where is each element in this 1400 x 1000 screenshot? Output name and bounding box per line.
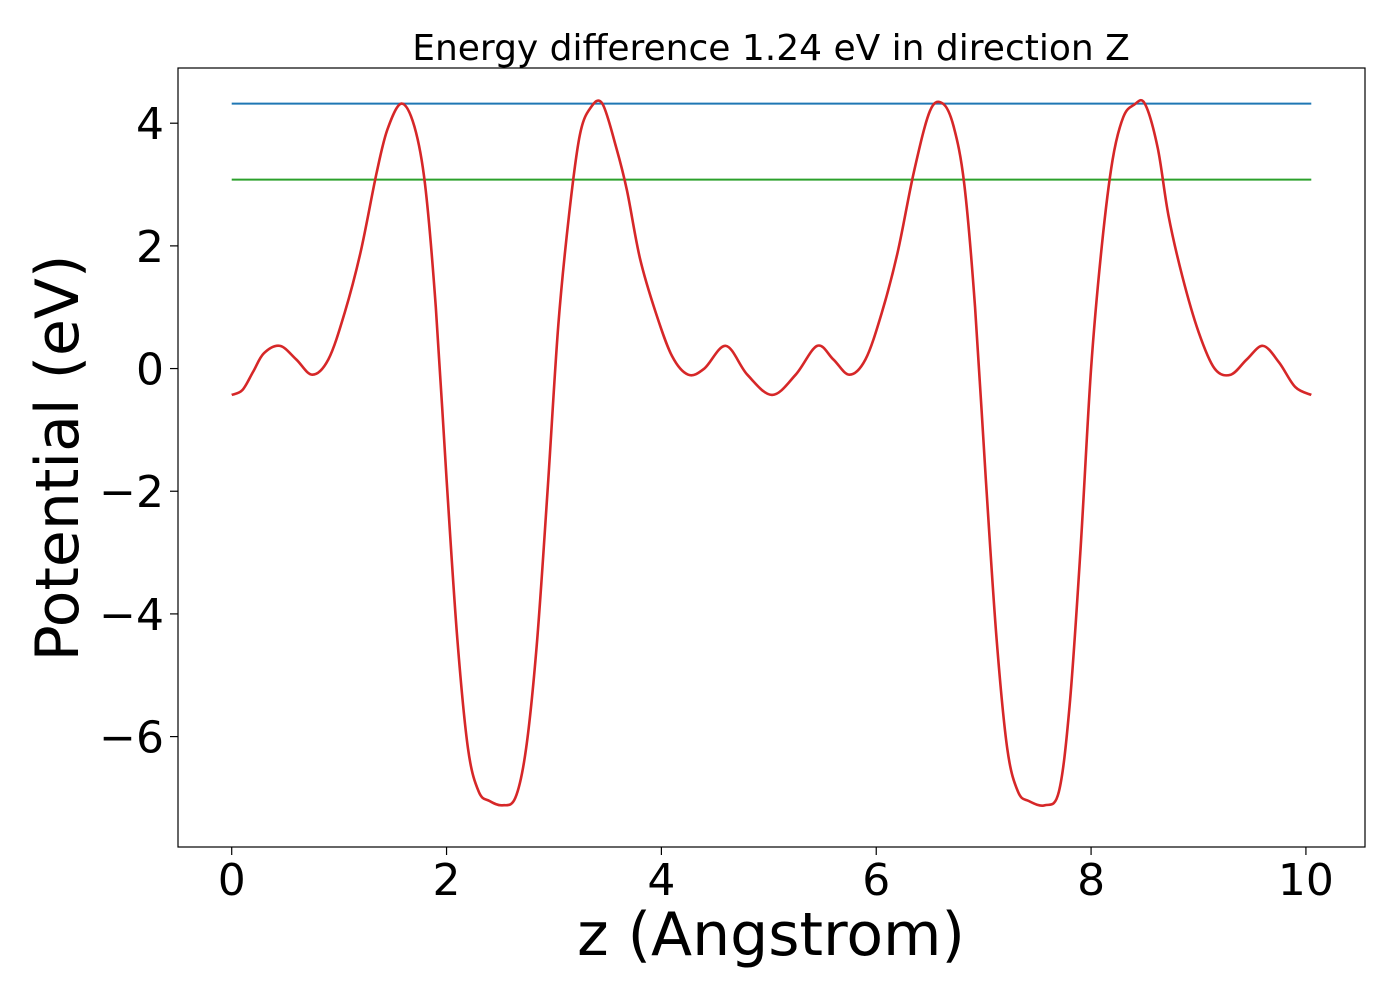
x-tick-label: 8 [1077, 855, 1105, 906]
chart-title: Energy difference 1.24 eV in direction Z [412, 28, 1130, 69]
plot-area [231, 98, 1312, 807]
x-tick-label: 0 [218, 855, 246, 906]
x-tick-label: 2 [433, 855, 461, 906]
potential-curve [231, 98, 1312, 807]
x-tick-label: 4 [647, 855, 675, 906]
axis-ticks: 0 2 4 6 8 10 4 2 0 −2 −4 −6 [99, 99, 1334, 906]
plot-frame [177, 67, 1366, 848]
y-tick-label: 4 [136, 99, 164, 150]
y-axis-label: Potential (eV) [23, 255, 93, 662]
y-tick-label: −4 [99, 590, 164, 641]
y-tick-label: −6 [99, 713, 164, 764]
x-tick-label: 6 [862, 855, 890, 906]
y-tick-label: −2 [99, 467, 164, 518]
y-tick-label: 0 [136, 345, 164, 396]
x-tick-label: 10 [1278, 855, 1334, 906]
x-axis-label: z (Angstrom) [577, 900, 965, 970]
y-tick-label: 2 [136, 222, 164, 273]
